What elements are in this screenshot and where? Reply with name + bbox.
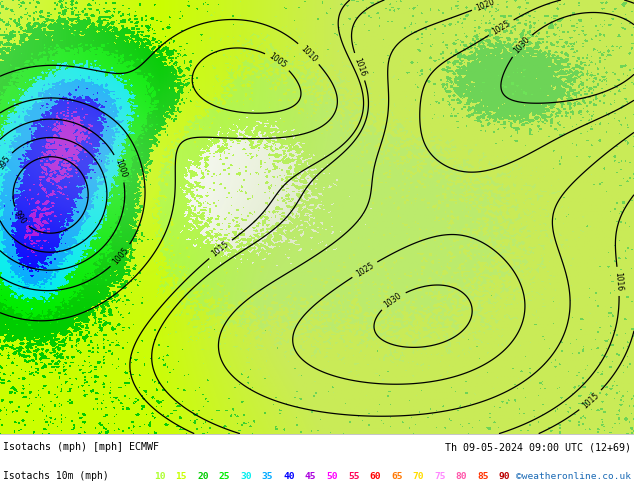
Text: 15: 15: [176, 472, 187, 481]
Text: 1025: 1025: [354, 261, 375, 278]
Text: 75: 75: [434, 472, 446, 481]
Text: 10: 10: [154, 472, 165, 481]
Text: 55: 55: [348, 472, 359, 481]
Text: 1015: 1015: [210, 240, 231, 259]
Text: 1016: 1016: [613, 271, 624, 292]
Text: 1025: 1025: [491, 19, 512, 36]
Text: 35: 35: [262, 472, 273, 481]
Text: 1020: 1020: [475, 0, 496, 13]
Text: 1005: 1005: [111, 245, 131, 266]
Text: 65: 65: [391, 472, 403, 481]
Text: ©weatheronline.co.uk: ©weatheronline.co.uk: [516, 472, 631, 481]
Text: 1005: 1005: [268, 52, 288, 70]
Text: 90: 90: [499, 472, 510, 481]
Text: 1000: 1000: [113, 158, 128, 179]
Text: 1016: 1016: [352, 56, 367, 77]
Text: 1015: 1015: [580, 391, 601, 410]
Text: 85: 85: [477, 472, 489, 481]
Text: 1030: 1030: [382, 291, 403, 310]
Text: 50: 50: [327, 472, 338, 481]
Text: Isotachs 10m (mph): Isotachs 10m (mph): [3, 471, 109, 482]
Text: 20: 20: [197, 472, 209, 481]
Text: 60: 60: [370, 472, 381, 481]
Text: 40: 40: [283, 472, 295, 481]
Text: 990: 990: [12, 209, 28, 226]
Text: 80: 80: [456, 472, 467, 481]
Text: 1010: 1010: [299, 44, 319, 64]
Text: 1030: 1030: [512, 35, 531, 55]
Text: 25: 25: [219, 472, 230, 481]
Text: 70: 70: [413, 472, 424, 481]
Text: Isotachs (mph) [mph] ECMWF: Isotachs (mph) [mph] ECMWF: [3, 442, 159, 452]
Text: 45: 45: [305, 472, 316, 481]
Text: 995: 995: [0, 154, 12, 171]
Text: 30: 30: [240, 472, 252, 481]
Text: Th 09-05-2024 09:00 UTC (12+69): Th 09-05-2024 09:00 UTC (12+69): [445, 442, 631, 452]
